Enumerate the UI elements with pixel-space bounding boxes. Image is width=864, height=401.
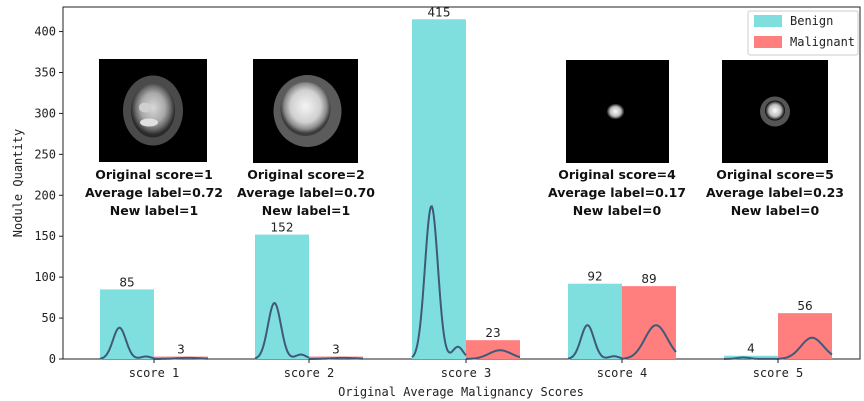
- x-axis: score 1 score 2 score 3 score 4 score 5: [129, 359, 804, 380]
- annotation-line: Average label=0.72: [85, 185, 223, 200]
- density-curve-malignant-3: [466, 349, 521, 360]
- annotation-line: Original score=2: [247, 167, 365, 182]
- annotation-line: New label=0: [731, 203, 820, 218]
- annotation-line: New label=1: [110, 203, 198, 218]
- annotation-line: Average label=0.70: [237, 185, 375, 200]
- annotation-texts: Original score=1 Average label=0.72 New la…: [85, 167, 844, 218]
- annotation-line: Original score=4: [558, 167, 676, 182]
- bar-label-malignant-4: 89: [641, 272, 656, 286]
- thumbnail-score-1: [99, 59, 207, 162]
- x-tick-label: score 4: [597, 366, 648, 380]
- bar-label-benign-1: 85: [119, 275, 134, 289]
- bar-label-malignant-2: 3: [332, 343, 340, 357]
- y-tick-label: 300: [34, 106, 56, 120]
- y-tick-label: 100: [34, 270, 56, 284]
- y-tick-label: 350: [34, 65, 56, 79]
- thumbnail-score-4: [566, 60, 669, 163]
- annotation-line: New label=1: [262, 203, 350, 218]
- density-curve-benign-5: [724, 356, 778, 360]
- density-curve-malignant-2: [309, 356, 364, 360]
- density-curve-malignant-1: [154, 356, 209, 360]
- annotation-line: Original score=1: [95, 167, 213, 182]
- density-curves-layer: [99, 205, 833, 360]
- thumbnail-score-5: [722, 60, 828, 163]
- annotation-line: Average label=0.17: [548, 185, 686, 200]
- bar-benign-1: [100, 289, 154, 359]
- bar-label-malignant-3: 23: [485, 326, 500, 340]
- legend-label-malignant: Malignant: [790, 35, 855, 49]
- bars-layer: 85 152 415 92 4 3 3 23 89 56: [100, 5, 832, 359]
- bar-label-benign-3: 415: [428, 5, 451, 19]
- annotation-line: Original score=5: [716, 167, 834, 182]
- y-tick-label: 150: [34, 229, 56, 243]
- y-tick-label: 50: [42, 311, 56, 325]
- bar-label-malignant-1: 3: [177, 343, 185, 357]
- y-axis: 0 50 100 150 200 250 300 350 400: [34, 25, 63, 366]
- x-tick-label: score 5: [753, 366, 804, 380]
- bar-benign-2: [255, 234, 309, 359]
- density-curve-benign-2: [254, 302, 310, 360]
- legend-label-benign: Benign: [790, 14, 833, 28]
- density-curve-malignant-4: [622, 324, 677, 360]
- legend-swatch-benign: [754, 15, 782, 27]
- legend: Benign Malignant: [747, 10, 859, 56]
- bar-benign-4: [568, 283, 622, 359]
- thumbnail-score-2: [253, 59, 358, 163]
- bar-label-benign-2: 152: [271, 221, 294, 235]
- y-axis-title: Nodule Quantity: [11, 129, 25, 237]
- y-tick-label: 400: [34, 25, 56, 39]
- x-tick-label: score 3: [441, 366, 492, 380]
- bar-malignant-3: [466, 340, 520, 359]
- legend-swatch-malignant: [754, 36, 782, 48]
- annotation-line: Average label=0.23: [706, 185, 844, 200]
- bar-label-malignant-5: 56: [797, 299, 812, 313]
- nodule-thumbnails: [99, 59, 828, 163]
- y-tick-label: 0: [49, 352, 56, 366]
- bar-label-benign-5: 4: [747, 342, 755, 356]
- x-tick-label: score 2: [284, 366, 335, 380]
- x-axis-title: Original Average Malignancy Scores: [338, 385, 584, 399]
- bar-malignant-5: [778, 313, 832, 359]
- y-tick-label: 250: [34, 147, 56, 161]
- density-curve-benign-3: [411, 205, 467, 359]
- y-tick-label: 200: [34, 188, 56, 202]
- bar-benign-3: [412, 19, 466, 359]
- density-curve-benign-1: [99, 326, 155, 360]
- bar-label-benign-4: 92: [587, 270, 602, 284]
- annotation-line: New label=0: [573, 203, 662, 218]
- density-curve-benign-4: [567, 324, 623, 360]
- density-curve-malignant-5: [778, 336, 833, 360]
- bar-malignant-4: [622, 286, 676, 359]
- x-tick-label: score 1: [129, 366, 180, 380]
